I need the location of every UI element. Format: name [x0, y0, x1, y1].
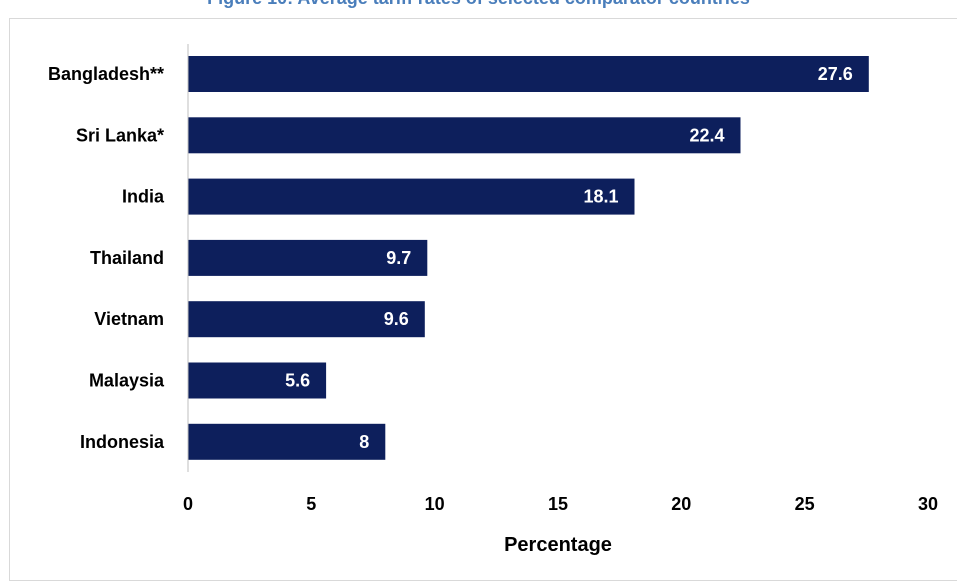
category-label-5: Malaysia: [89, 371, 165, 391]
x-tick-label-4: 20: [671, 494, 691, 514]
x-tick-label-3: 15: [548, 494, 568, 514]
category-label-0: Bangladesh**: [48, 64, 164, 84]
category-label-4: Vietnam: [94, 309, 164, 329]
chart-title: Figure 10: Average tariff rates of selec…: [0, 0, 957, 9]
bar-3: [188, 239, 428, 276]
data-label-5: 5.6: [285, 371, 310, 391]
x-axis-title: Percentage: [504, 534, 612, 556]
data-label-0: 27.6: [818, 64, 853, 84]
data-label-2: 18.1: [583, 187, 618, 207]
bar-4: [188, 301, 425, 338]
category-label-3: Thailand: [90, 248, 164, 268]
x-tick-label-6: 30: [918, 494, 938, 514]
category-label-6: Indonesia: [80, 432, 165, 452]
x-tick-label-1: 5: [306, 494, 316, 514]
category-label-1: Sri Lanka*: [76, 125, 164, 145]
bars-layer: [188, 56, 869, 460]
bar-5: [188, 362, 327, 399]
bar-6: [188, 423, 386, 460]
bar-1: [188, 117, 741, 154]
bar-0: [188, 56, 869, 92]
data-label-4: 9.6: [384, 309, 409, 329]
data-label-6: 8: [359, 432, 369, 452]
x-tick-label-0: 0: [183, 494, 193, 514]
x-tick-label-2: 10: [425, 494, 445, 514]
bar-2: [188, 178, 635, 215]
x-tick-label-5: 25: [795, 494, 815, 514]
chart-frame: [9, 18, 957, 581]
data-label-1: 22.4: [689, 125, 724, 145]
labels-layer: 27.6 Bangladesh** 22.4 Sri Lanka* 18.1 India 9…: [48, 64, 853, 452]
x-axis-ticks: 0 5 10 15 20 25 30: [183, 494, 938, 514]
data-label-3: 9.7: [386, 248, 411, 268]
category-label-2: India: [122, 187, 165, 207]
